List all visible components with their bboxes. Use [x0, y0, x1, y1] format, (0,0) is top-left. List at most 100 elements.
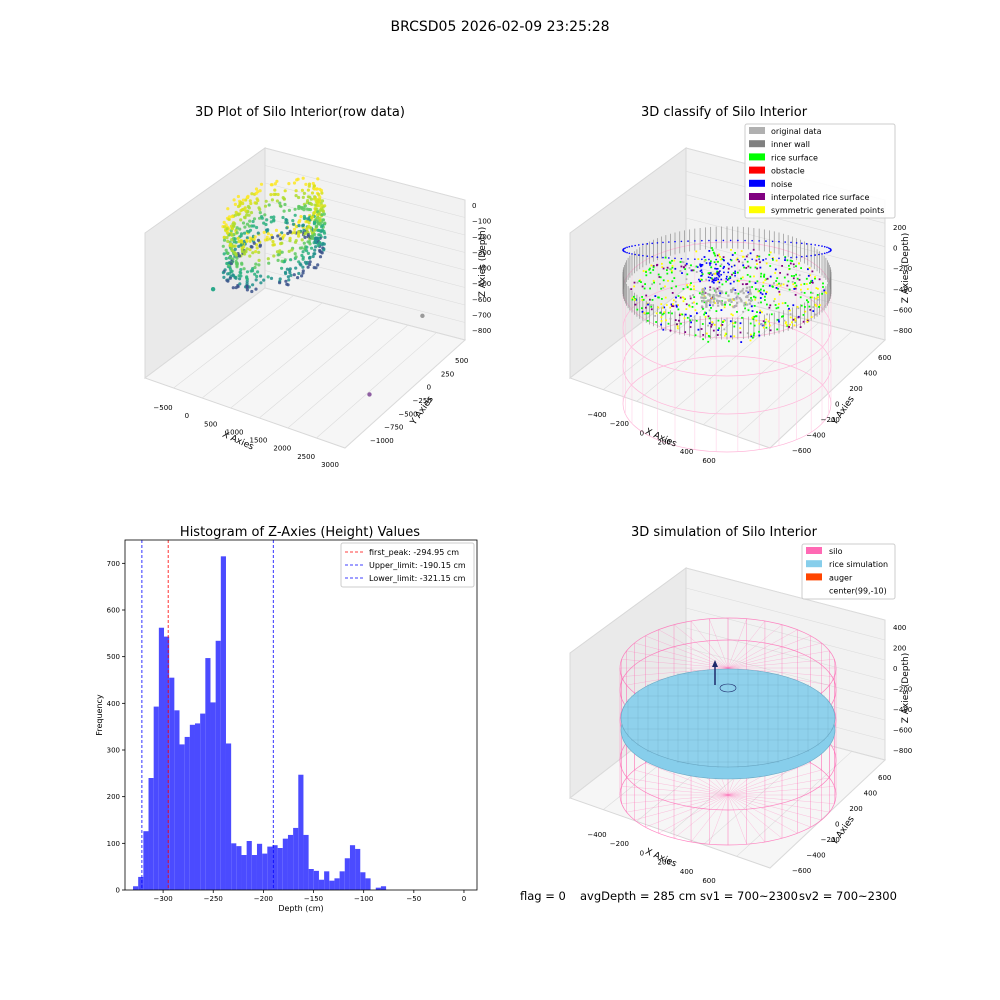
cls-noise-ring-point — [624, 251, 627, 253]
cls-point — [675, 296, 677, 299]
panel-simulation-3d-zlabel: Z Axies (Depth) — [901, 653, 911, 724]
cls-point — [651, 283, 653, 286]
cls-point — [784, 256, 787, 258]
raw-point — [225, 261, 229, 266]
raw-point — [282, 233, 286, 237]
histogram-bar — [241, 855, 247, 890]
raw-point — [254, 278, 258, 282]
cls-noise-ring-point — [827, 247, 830, 249]
cls-point — [794, 294, 797, 296]
raw-point — [243, 252, 247, 256]
raw-point — [312, 228, 317, 232]
cls-point — [763, 289, 765, 292]
cls-point — [664, 256, 667, 259]
cls-point — [747, 253, 749, 256]
raw-point — [310, 191, 315, 195]
raw-floor-gridline — [230, 310, 351, 409]
raw-y-tick-label: −1000 — [370, 437, 394, 445]
raw-point — [235, 226, 239, 230]
cls-point — [746, 332, 749, 335]
raw-point — [297, 204, 301, 209]
cls-point — [776, 283, 779, 286]
cls-point — [791, 321, 793, 324]
cls-point — [784, 259, 786, 261]
cls-point — [791, 260, 794, 262]
cls-point — [784, 302, 787, 304]
raw-point — [318, 241, 322, 245]
cls-noise-ring-point — [642, 243, 644, 246]
cls-point — [824, 291, 827, 294]
cls-point — [703, 256, 706, 258]
cls-original-point — [736, 295, 739, 298]
raw-point — [262, 278, 266, 282]
cls-point — [650, 308, 653, 311]
cls-point — [773, 298, 776, 300]
cls-noise-ring-point — [708, 239, 710, 242]
cls-point — [727, 267, 730, 270]
cls-point — [760, 272, 763, 275]
cls-noise-point — [726, 279, 729, 281]
cls-point — [775, 280, 778, 282]
raw-point — [306, 232, 310, 237]
raw-point — [239, 243, 243, 247]
cls-original-point — [702, 293, 705, 296]
raw-point — [317, 212, 321, 216]
raw-point — [284, 279, 288, 283]
histogram-bar — [256, 843, 263, 890]
cls-point — [762, 281, 765, 284]
cls-point — [681, 313, 684, 316]
cls-point — [783, 276, 786, 279]
cls-point — [695, 265, 698, 268]
cls-point — [814, 277, 816, 280]
cls-point — [647, 303, 649, 306]
raw-point — [250, 289, 254, 294]
cls-original-point — [741, 289, 744, 292]
cls-point — [645, 306, 647, 309]
cls-point — [697, 328, 700, 331]
cls-point — [777, 303, 780, 305]
cls-point — [663, 306, 666, 309]
cls-point — [714, 254, 717, 257]
cls-noise-ring-point — [771, 240, 774, 243]
cls-point — [789, 309, 791, 312]
cls-point — [755, 288, 757, 291]
cls-point — [688, 267, 691, 269]
cls-point — [636, 308, 639, 311]
cls-point — [649, 267, 651, 270]
cls-y-tick-label: 200 — [849, 385, 862, 393]
sim-wall-gridline — [685, 607, 886, 661]
cls-point — [684, 268, 686, 270]
raw-point — [238, 270, 242, 274]
cls-original-point — [717, 300, 721, 303]
raw-point — [251, 219, 255, 224]
sim-y-tick-label: −400 — [806, 852, 825, 860]
cls-point — [688, 305, 691, 308]
raw-point — [288, 271, 292, 275]
raw-point — [306, 230, 310, 234]
raw-point — [241, 198, 245, 202]
raw-point — [301, 250, 305, 254]
cls-y-tick-label: 600 — [878, 354, 891, 362]
cls-point — [804, 310, 807, 313]
cls-point — [641, 310, 644, 313]
histogram-bar — [148, 778, 154, 890]
cls-point — [745, 283, 747, 286]
cls-point — [674, 319, 677, 321]
histogram-bar — [231, 843, 237, 890]
cls-noise-ring-point — [662, 241, 664, 244]
cls-noise-ring-point — [821, 245, 823, 247]
sim-legend-label: center(99,-10) — [829, 587, 887, 596]
cls-noise-point — [727, 271, 730, 274]
raw-point — [250, 192, 254, 196]
raw-point — [255, 225, 259, 230]
cls-point — [769, 251, 772, 254]
raw-point — [267, 203, 271, 207]
cls-wall-gridline — [685, 194, 886, 247]
cls-point — [748, 280, 751, 283]
histogram-bar — [246, 841, 252, 890]
raw-point — [235, 231, 239, 235]
cls-original-point — [701, 288, 704, 291]
cls-point — [700, 328, 703, 330]
panel-histogram-title: Histogram of Z-Axies (Height) Values — [180, 525, 420, 540]
cls-point — [749, 266, 752, 269]
